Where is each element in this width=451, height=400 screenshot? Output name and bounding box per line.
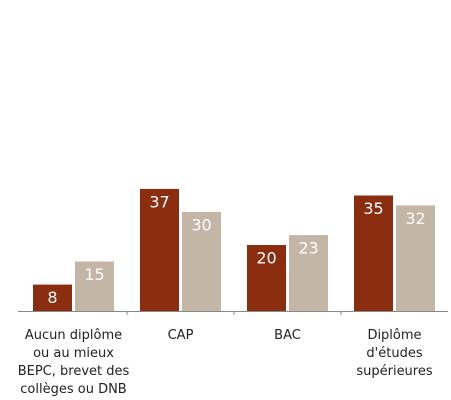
value-label: 8 xyxy=(47,288,57,307)
bar xyxy=(247,245,286,311)
value-label: 30 xyxy=(191,216,211,235)
bar xyxy=(75,261,114,311)
x-tick-label: CAP xyxy=(167,328,194,343)
x-tick-label: BAC xyxy=(274,328,301,343)
bar xyxy=(289,235,328,311)
x-tick-label: Aucun diplôme ou au mieux BEPC, brevet d… xyxy=(17,328,130,397)
value-label: 20 xyxy=(256,249,276,268)
bar xyxy=(33,284,72,311)
bar xyxy=(140,188,179,311)
value-label: 32 xyxy=(405,209,425,228)
bar xyxy=(396,205,435,311)
value-label: 23 xyxy=(298,239,318,258)
value-label: 15 xyxy=(84,265,104,284)
value-label: 35 xyxy=(363,199,383,218)
bar xyxy=(182,212,221,311)
x-tick-label: Diplôme d'études supérieures xyxy=(356,328,433,379)
value-label: 37 xyxy=(149,192,169,211)
bar xyxy=(354,195,393,311)
